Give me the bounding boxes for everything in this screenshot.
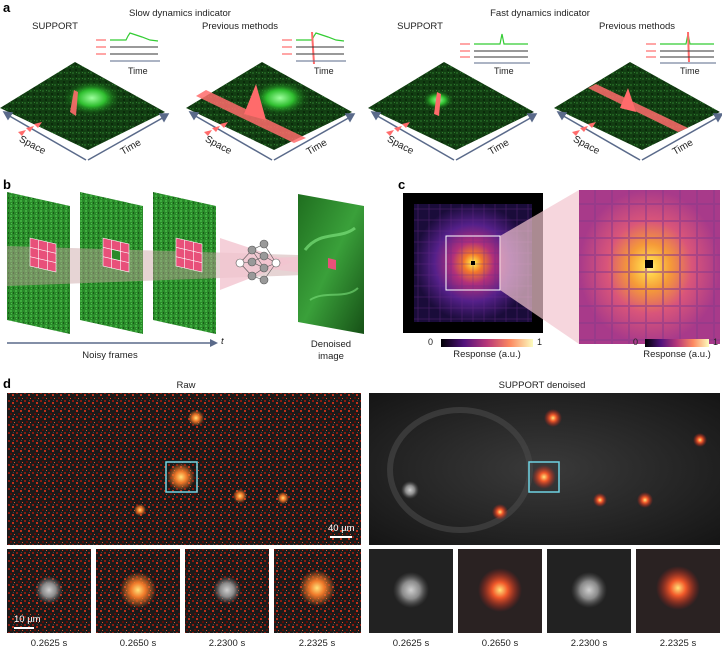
denoised-time-3: 2.2300 s	[570, 638, 608, 649]
denoised-title: SUPPORT denoised	[498, 380, 586, 391]
noisy-frames-label: Noisy frames	[82, 350, 138, 361]
colorbar-1-label: Response (a.u.)	[453, 349, 521, 360]
roi-grid-1	[29, 237, 57, 273]
axis-arrows	[2, 111, 722, 161]
panel-label-a: a	[3, 0, 11, 15]
raw-time-2: 0.2650 s	[119, 638, 157, 649]
denoised-roi-box	[528, 461, 560, 493]
col-label-previous-fast: Previous methods	[598, 21, 676, 32]
panel-c-graphics	[403, 190, 720, 347]
raw-time-1: 0.2625 s	[30, 638, 68, 649]
colorbar-1-min: 0	[428, 337, 434, 347]
colorbar-1-max: 1	[537, 337, 543, 347]
surface-support-slow	[0, 62, 165, 150]
denoised-time-2: 0.2650 s	[481, 638, 519, 649]
colorbar-2-max: 1	[713, 337, 719, 347]
panel-label-d: d	[3, 376, 11, 391]
colorbar-2	[645, 339, 709, 347]
raw-title: Raw	[176, 380, 196, 391]
raw-crops	[7, 549, 361, 633]
inset-time-label-2: Time	[314, 66, 334, 76]
time-axis-t-label: t	[221, 336, 224, 347]
denoised-time-1: 0.2625 s	[392, 638, 430, 649]
scale-bar-40um-label: 40 µm	[328, 523, 355, 534]
trace-inset-1	[96, 32, 160, 62]
denoised-crops	[369, 549, 720, 633]
trace-inset-3	[460, 33, 530, 64]
colorbar-2-label: Response (a.u.)	[643, 349, 711, 360]
red-arrow-markers	[18, 122, 596, 136]
colorbar-2-min: 0	[633, 337, 639, 347]
col-label-support-slow: SUPPORT	[32, 21, 78, 32]
col-label-support-fast: SUPPORT	[397, 21, 443, 32]
panel-label-b: b	[3, 177, 11, 192]
trace-inset-4	[646, 31, 716, 64]
inset-time-label-3: Time	[494, 66, 514, 76]
raw-time-3: 2.2300 s	[208, 638, 246, 649]
colorbar-1	[441, 339, 533, 347]
roi-grid-3	[175, 237, 203, 273]
scale-bar-10um-label: 10 µm	[14, 614, 41, 625]
neural-network-icon	[235, 239, 281, 285]
panel-a-graphics	[0, 31, 722, 161]
inset-time-label-1: Time	[128, 66, 148, 76]
surface-previous-fast	[554, 62, 720, 150]
denoised-label-line2: image	[318, 351, 344, 362]
panel-b-graphics	[7, 192, 364, 347]
surface-previous-slow	[186, 62, 352, 150]
raw-roi-box	[165, 461, 198, 493]
surface-support-fast	[368, 62, 534, 150]
denoised-label-line1: Denoised	[310, 339, 352, 350]
fast-dynamics-title: Fast dynamics indicator	[490, 8, 590, 19]
col-label-previous-slow: Previous methods	[201, 21, 279, 32]
inset-time-label-4: Time	[680, 66, 700, 76]
denoised-time-4: 2.2325 s	[659, 638, 697, 649]
panel-label-c: c	[398, 177, 406, 192]
slow-dynamics-title: Slow dynamics indicator	[129, 8, 231, 19]
trace-inset-2	[282, 31, 346, 65]
raw-time-4: 2.2325 s	[298, 638, 336, 649]
roi-grid-2	[102, 237, 130, 273]
